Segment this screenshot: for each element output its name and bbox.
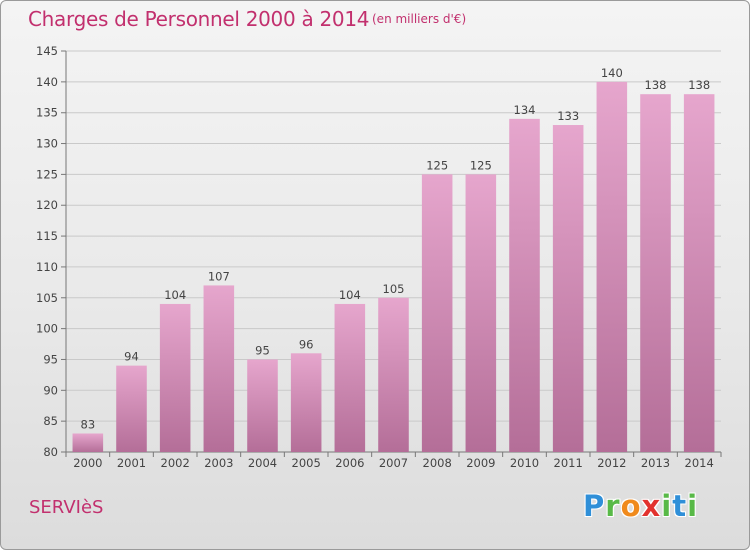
y-tick-label: 110 (36, 260, 58, 274)
bar-2007 (378, 297, 409, 452)
x-tick-label: 2012 (597, 456, 626, 470)
y-tick-label: 100 (36, 322, 58, 336)
data-label: 104 (339, 288, 361, 302)
data-label: 96 (299, 337, 314, 351)
bar-2011 (552, 125, 584, 453)
bar-2006 (334, 303, 366, 452)
x-tick-label: 2011 (554, 456, 583, 470)
x-tick-label: 2003 (204, 456, 233, 470)
bar-2002 (159, 303, 191, 452)
bar-2008 (421, 174, 453, 452)
x-tick-label: 2004 (248, 456, 277, 470)
data-label: 125 (426, 158, 448, 172)
data-label: 140 (601, 66, 623, 80)
logo-letter: P (583, 489, 606, 523)
data-label: 134 (514, 103, 536, 117)
x-tick-label: 2005 (292, 456, 321, 470)
x-tick-label: 2002 (161, 456, 190, 470)
x-tick-label: 2008 (423, 456, 452, 470)
data-label: 95 (255, 343, 270, 357)
x-tick-label: 2001 (117, 456, 146, 470)
logo-letter: r (605, 489, 621, 523)
y-tick-label: 140 (36, 75, 58, 89)
bar-2012 (596, 81, 628, 452)
bar-2005 (290, 353, 322, 452)
logo-letter: x (641, 489, 662, 523)
proxiti-logo[interactable]: Proxiti (583, 489, 698, 523)
data-label: 107 (208, 269, 230, 283)
y-tick-label: 135 (36, 106, 58, 120)
data-label: 94 (124, 350, 139, 364)
bar-2009 (465, 174, 497, 452)
y-tick-label: 80 (43, 445, 58, 459)
x-tick-label: 2007 (379, 456, 408, 470)
x-tick-label: 2010 (510, 456, 539, 470)
bar-2000 (72, 433, 104, 452)
x-tick-label: 2013 (641, 456, 670, 470)
x-tick-label: 2000 (73, 456, 102, 470)
y-tick-label: 120 (36, 198, 58, 212)
y-tick-label: 130 (36, 137, 58, 151)
chart-title: Charges de Personnel 2000 à 2014 (28, 7, 370, 31)
x-tick-label: 2006 (335, 456, 364, 470)
chart-subtitle: (en milliers d'€) (372, 12, 467, 26)
bar-2001 (116, 365, 147, 452)
data-label: 104 (164, 288, 186, 302)
data-label: 105 (383, 282, 405, 296)
bars (72, 81, 715, 453)
labels: 80 85 90 95 100 105 110 115 120 125 130 135 140 145 83… (36, 44, 714, 470)
y-tick-label: 105 (36, 291, 58, 305)
bar-2010 (509, 118, 540, 452)
y-tick-label: 90 (43, 383, 58, 397)
logo-letter: i (687, 489, 699, 523)
y-tick-label: 145 (36, 44, 58, 58)
bar-2013 (640, 94, 671, 452)
data-label: 125 (470, 158, 492, 172)
commune-name: SERVIèS (29, 497, 104, 518)
y-tick-label: 95 (43, 352, 58, 366)
logo-letter: t (672, 489, 688, 523)
y-tick-label: 85 (43, 414, 58, 428)
logo-letter: o (620, 489, 642, 523)
x-tick-label: 2014 (685, 456, 714, 470)
logo-letter: i (661, 489, 673, 523)
data-label: 138 (645, 78, 667, 92)
bar-2004 (247, 359, 278, 452)
data-label: 138 (688, 78, 710, 92)
data-label: 133 (557, 109, 579, 123)
bar-2003 (203, 285, 235, 452)
y-tick-label: 125 (36, 167, 58, 181)
x-tick-label: 2009 (466, 456, 495, 470)
y-tick-label: 115 (36, 229, 58, 243)
bar-2014 (683, 94, 715, 452)
data-label: 83 (81, 417, 96, 431)
